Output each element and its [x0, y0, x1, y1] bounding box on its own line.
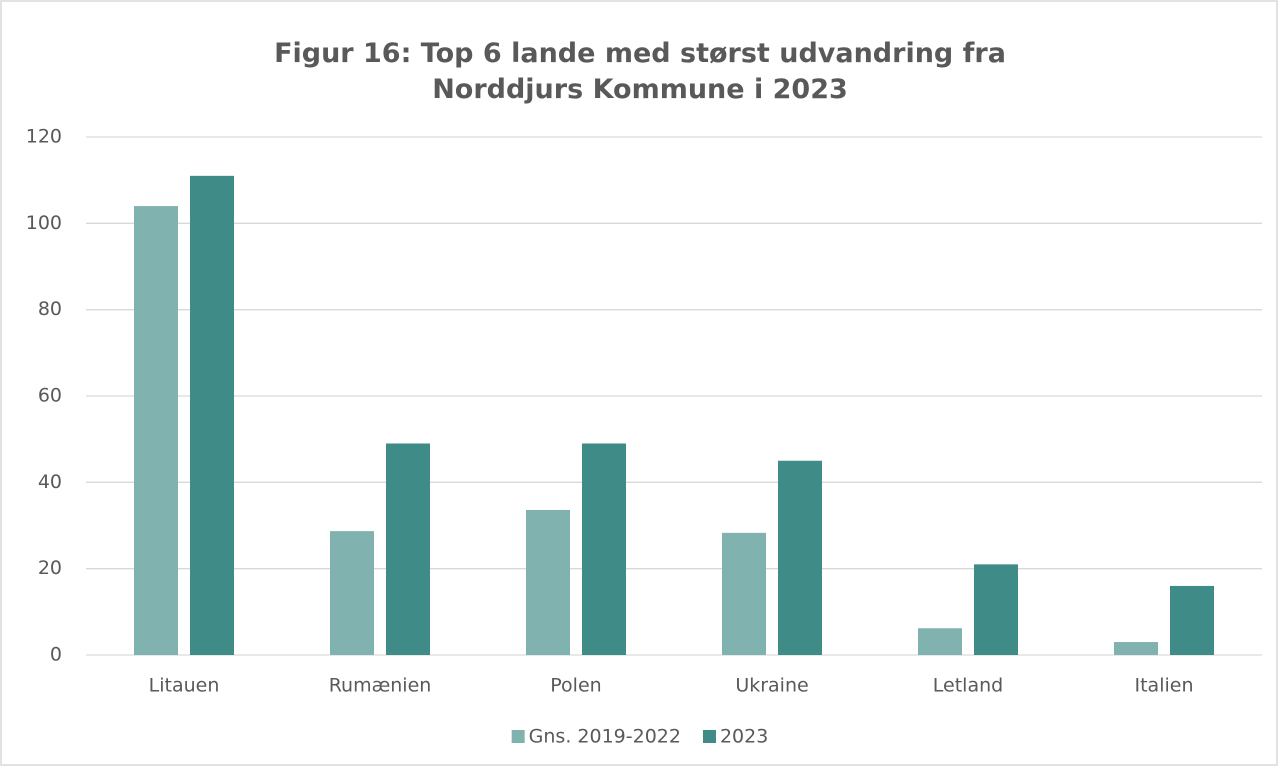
y-tick-label: 60	[38, 385, 62, 407]
x-tick-label: Italien	[1135, 675, 1194, 697]
bar	[330, 531, 374, 655]
x-tick-label: Letland	[933, 675, 1003, 697]
bar	[722, 532, 766, 655]
legend-swatch	[702, 730, 716, 743]
bar	[974, 564, 1018, 655]
y-tick-label: 40	[38, 471, 62, 493]
bar	[386, 443, 430, 655]
y-tick-label: 80	[38, 298, 62, 320]
bar	[1170, 585, 1214, 655]
bar	[190, 175, 234, 655]
x-tick-label: Ukraine	[735, 675, 808, 697]
bar	[1114, 642, 1158, 655]
y-tick-label: 120	[26, 126, 62, 148]
legend-label: 2023	[720, 726, 768, 748]
legend-swatch	[511, 730, 525, 743]
bar	[918, 628, 962, 655]
y-tick-label: 0	[50, 644, 62, 666]
x-tick-label: Polen	[550, 675, 601, 697]
bar	[526, 509, 570, 655]
bar	[778, 460, 822, 655]
chart-title: Figur 16: Top 6 lande med størst udvandr…	[274, 38, 1006, 105]
y-tick-label: 100	[26, 212, 62, 234]
legend-label: Gns. 2019-2022	[529, 726, 681, 748]
y-tick-label: 20	[38, 557, 62, 579]
bar	[134, 206, 178, 656]
bar	[582, 443, 626, 655]
x-tick-label: Rumænien	[329, 675, 432, 697]
x-tick-label: Litauen	[149, 675, 220, 697]
